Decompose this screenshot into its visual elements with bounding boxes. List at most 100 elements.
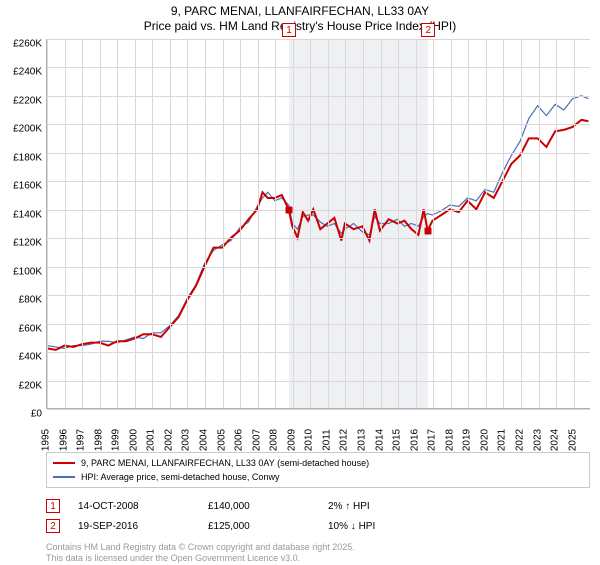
x-axis-tick-label: 2005 <box>216 429 227 451</box>
x-gridline <box>398 39 399 408</box>
y-axis-tick-label: £40K <box>0 352 42 363</box>
x-axis-tick-label: 1996 <box>58 429 69 451</box>
transaction-delta: 2% ↑ HPI <box>328 501 468 512</box>
x-axis-tick-label: 2015 <box>392 429 403 451</box>
chart-titles: 9, PARC MENAI, LLANFAIRFECHAN, LL33 0AY … <box>0 0 600 33</box>
transaction-marker-label: 2 <box>421 23 435 37</box>
x-axis-tick-label: 1997 <box>76 429 87 451</box>
y-axis-tick-label: £180K <box>0 152 42 163</box>
x-axis-tick-label: 2006 <box>234 429 245 451</box>
x-gridline <box>574 39 575 408</box>
x-axis-tick-label: 2022 <box>514 429 525 451</box>
x-axis-tick-label: 2018 <box>444 429 455 451</box>
y-gridline <box>47 409 590 410</box>
y-gridline <box>47 96 590 97</box>
x-axis-tick-label: 2014 <box>374 429 385 451</box>
x-gridline <box>381 39 382 408</box>
chart-title: 9, PARC MENAI, LLANFAIRFECHAN, LL33 0AY <box>0 4 600 18</box>
transaction-delta: 10% ↓ HPI <box>328 521 468 532</box>
x-axis-tick-label: 2023 <box>532 429 543 451</box>
transactions-table: 114-OCT-2008£140,0002% ↑ HPI219-SEP-2016… <box>46 496 590 536</box>
x-gridline <box>65 39 66 408</box>
y-axis-tick-label: £260K <box>0 39 42 50</box>
x-gridline <box>152 39 153 408</box>
x-gridline <box>205 39 206 408</box>
x-axis-tick-label: 2010 <box>304 429 315 451</box>
legend-row: 9, PARC MENAI, LLANFAIRFECHAN, LL33 0AY … <box>53 456 583 470</box>
legend-text: HPI: Average price, semi-detached house,… <box>81 472 279 482</box>
x-axis-tick-label: 2012 <box>339 429 350 451</box>
footer-line-1: Contains HM Land Registry data © Crown c… <box>46 542 590 553</box>
transaction-price: £125,000 <box>208 521 318 532</box>
x-gridline <box>275 39 276 408</box>
y-gridline <box>47 39 590 40</box>
transaction-row: 219-SEP-2016£125,00010% ↓ HPI <box>46 516 590 536</box>
y-gridline <box>47 67 590 68</box>
y-axis-tick-label: £20K <box>0 380 42 391</box>
transaction-row: 1 14-OCT-2008 £140,000 2% ↑ HPI <box>46 496 590 516</box>
y-gridline <box>47 153 590 154</box>
y-axis-labels: £0£20K£40K£60K£80K£100K£120K£140K£160K£1… <box>0 44 44 414</box>
x-gridline <box>223 39 224 408</box>
x-axis-tick-label: 1998 <box>93 429 104 451</box>
x-gridline <box>539 39 540 408</box>
x-gridline <box>433 39 434 408</box>
y-axis-tick-label: £100K <box>0 266 42 277</box>
x-gridline <box>363 39 364 408</box>
x-axis-tick-label: 2013 <box>356 429 367 451</box>
transaction-marker <box>425 228 432 235</box>
x-gridline <box>100 39 101 408</box>
transaction-price: £140,000 <box>208 501 318 512</box>
legend-series-box: 9, PARC MENAI, LLANFAIRFECHAN, LL33 0AY … <box>46 452 590 488</box>
x-gridline <box>556 39 557 408</box>
x-axis-tick-label: 2017 <box>427 429 438 451</box>
y-gridline <box>47 210 590 211</box>
x-axis-tick-label: 2008 <box>269 429 280 451</box>
x-gridline <box>486 39 487 408</box>
chart-footer: Contains HM Land Registry data © Crown c… <box>46 542 590 565</box>
x-gridline <box>416 39 417 408</box>
y-gridline <box>47 124 590 125</box>
x-axis-tick-label: 1995 <box>41 429 52 451</box>
chart-plot-area: 12 <box>46 39 590 409</box>
x-gridline <box>82 39 83 408</box>
x-axis-tick-label: 1999 <box>111 429 122 451</box>
transaction-marker-label: 1 <box>282 23 296 37</box>
x-axis-tick-label: 2004 <box>198 429 209 451</box>
y-gridline <box>47 324 590 325</box>
x-gridline <box>135 39 136 408</box>
transaction-row-marker: 1 <box>46 499 60 513</box>
x-axis-tick-label: 2011 <box>321 429 332 451</box>
y-axis-tick-label: £160K <box>0 181 42 192</box>
x-axis-tick-label: 2021 <box>497 429 508 451</box>
x-axis-tick-label: 2016 <box>409 429 420 451</box>
x-axis-tick-label: 2019 <box>462 429 473 451</box>
x-axis-tick-label: 2001 <box>146 429 157 451</box>
x-axis-tick-label: 2007 <box>251 429 262 451</box>
y-axis-tick-label: £240K <box>0 67 42 78</box>
transaction-marker <box>286 206 293 213</box>
x-gridline <box>345 39 346 408</box>
legend-swatch <box>53 476 75 478</box>
legend-text: 9, PARC MENAI, LLANFAIRFECHAN, LL33 0AY … <box>81 458 369 468</box>
x-gridline <box>293 39 294 408</box>
chart-subtitle: Price paid vs. HM Land Registry's House … <box>0 19 600 33</box>
y-gridline <box>47 181 590 182</box>
y-axis-tick-label: £60K <box>0 323 42 334</box>
x-axis-tick-label: 2025 <box>567 429 578 451</box>
series-line <box>47 120 588 350</box>
y-gridline <box>47 352 590 353</box>
x-gridline <box>47 39 48 408</box>
y-gridline <box>47 267 590 268</box>
y-gridline <box>47 381 590 382</box>
transaction-date: 14-OCT-2008 <box>78 501 198 512</box>
chart-legend: 9, PARC MENAI, LLANFAIRFECHAN, LL33 0AY … <box>46 452 590 565</box>
y-axis-tick-label: £220K <box>0 95 42 106</box>
x-gridline <box>170 39 171 408</box>
legend-row: HPI: Average price, semi-detached house,… <box>53 470 583 484</box>
y-axis-tick-label: £0 <box>0 409 42 420</box>
x-axis-tick-label: 2009 <box>286 429 297 451</box>
y-axis-tick-label: £120K <box>0 238 42 249</box>
x-gridline <box>117 39 118 408</box>
x-gridline <box>521 39 522 408</box>
